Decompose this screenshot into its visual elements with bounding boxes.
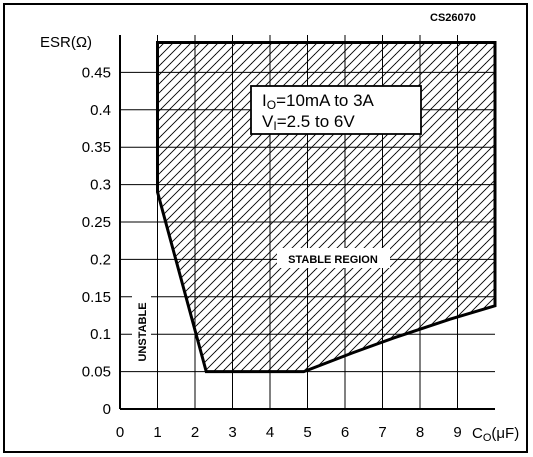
y-tick-label: 0.25 [82,214,111,231]
y-tick-label: 0.2 [90,251,111,268]
conditions-box [250,85,422,135]
x-tick-label: 8 [416,424,424,441]
y-tick-labels: 0 0.05 0.1 0.15 0.2 0.25 0.3 0.35 0.4 0.45 [82,64,111,418]
x-axis-label-sub: O [483,432,492,444]
axes [119,35,495,410]
y-tick-label: 0.45 [82,64,111,81]
y-tick-label: 0.4 [90,102,111,119]
figure-id: CS26070 [430,12,476,24]
condition-voltage-range: =2.5 to 6V [277,112,356,131]
x-tick-label: 6 [341,424,349,441]
x-tick-label: 1 [153,424,161,441]
unstable-label-box [132,296,151,368]
y-axis-label: ESR(Ω) [40,34,92,51]
unstable-label: UNSTABLE [137,302,149,361]
condition-current-range: =10mA to 3A [276,91,374,110]
condition-current: IO=10mA to 3A [262,91,375,112]
stable-region-label: STABLE REGION [288,254,378,266]
x-tick-label: 9 [453,424,461,441]
y-tick-label: 0.15 [82,289,111,306]
x-tick-label: 4 [266,424,274,441]
x-axis-label-main: C [472,425,483,442]
y-tick-label: 0.3 [90,177,111,194]
x-tick-label: 2 [191,424,199,441]
x-tick-label: 0 [116,424,124,441]
x-tick-label: 5 [303,424,311,441]
y-tick-label: 0 [103,401,111,418]
y-tick-label: 0.05 [82,364,111,381]
condition-voltage-symbol: V [262,112,274,131]
condition-current-sub: O [267,98,276,112]
x-tick-label: 3 [228,424,236,441]
x-tick-label: 7 [378,424,386,441]
stable-region-label-box [277,248,390,268]
y-tick-label: 0.35 [82,139,111,156]
condition-current-symbol: I [262,91,267,110]
x-tick-labels: 0 1 2 3 4 5 6 7 8 9 [116,424,462,441]
x-axis-label-unit: (μF) [491,425,519,442]
condition-voltage-sub: I [273,119,276,133]
y-tick-label: 0.1 [90,326,111,343]
x-axis-label: CO(μF) [472,425,519,444]
condition-voltage: VI=2.5 to 6V [262,112,355,133]
